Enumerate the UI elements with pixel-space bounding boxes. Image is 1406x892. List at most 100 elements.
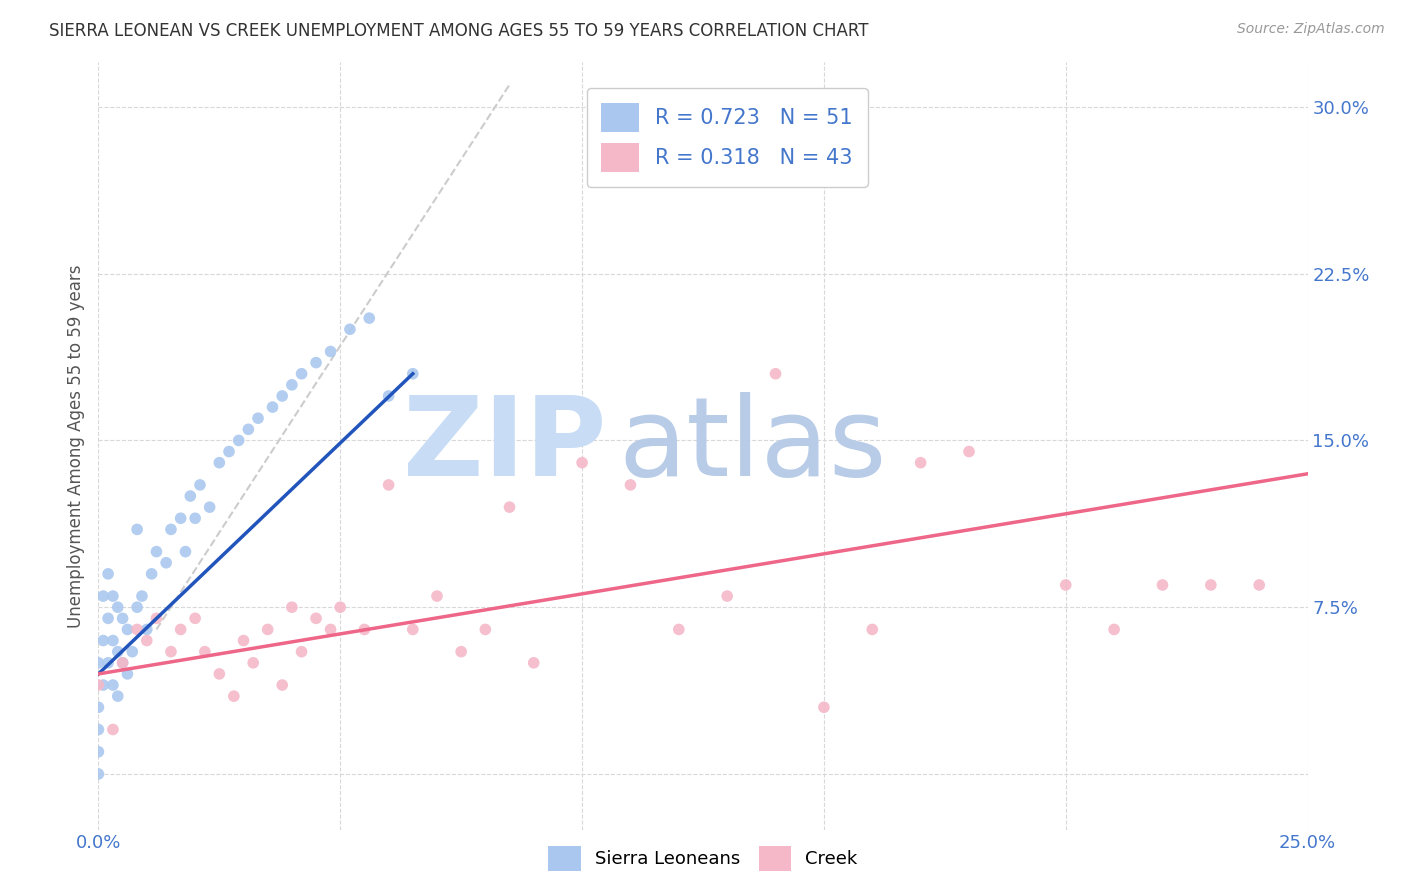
Point [145, 611, 167, 625]
Point [1102, 623, 1125, 637]
Point [111, 656, 134, 670]
Point [256, 623, 278, 637]
Point [160, 645, 183, 659]
Point [101, 589, 124, 603]
Point [101, 678, 124, 692]
Point [91, 633, 114, 648]
Text: Source: ZipAtlas.com: Source: ZipAtlas.com [1237, 22, 1385, 37]
Point [402, 367, 425, 381]
Point [141, 566, 163, 581]
Point [1249, 578, 1271, 592]
Point [97, 566, 120, 581]
Point [377, 478, 399, 492]
Point [174, 544, 197, 558]
Point [107, 600, 129, 615]
Point [111, 656, 134, 670]
Point [281, 377, 304, 392]
Point [353, 623, 375, 637]
Point [169, 511, 191, 525]
Y-axis label: Unemployment Among Ages 55 to 59 years: Unemployment Among Ages 55 to 59 years [66, 264, 84, 628]
Point [208, 456, 231, 470]
Point [97, 611, 120, 625]
Point [155, 556, 177, 570]
Point [145, 544, 167, 558]
Point [222, 689, 245, 703]
Point [135, 633, 157, 648]
Point [957, 444, 980, 458]
Point [426, 589, 449, 603]
Point [179, 489, 201, 503]
Point [127, 623, 149, 637]
Point [271, 678, 294, 692]
Point [101, 723, 124, 737]
Point [668, 623, 690, 637]
Legend: Sierra Leoneans, Creek: Sierra Leoneans, Creek [541, 838, 865, 879]
Point [359, 311, 381, 326]
Point [117, 667, 139, 681]
Point [169, 623, 191, 637]
Point [160, 522, 183, 536]
Point [1054, 578, 1077, 592]
Point [523, 656, 546, 670]
Point [860, 623, 883, 637]
Text: SIERRA LEONEAN VS CREEK UNEMPLOYMENT AMONG AGES 55 TO 59 YEARS CORRELATION CHART: SIERRA LEONEAN VS CREEK UNEMPLOYMENT AMO… [49, 22, 869, 40]
Point [97, 656, 120, 670]
Point [87, 678, 110, 692]
Point [87, 656, 110, 670]
Legend: R = 0.723   N = 51, R = 0.318   N = 43: R = 0.723 N = 51, R = 0.318 N = 43 [586, 88, 868, 186]
Point [813, 700, 835, 714]
Point [117, 623, 139, 637]
Point [305, 611, 328, 625]
Point [474, 623, 496, 637]
Point [121, 645, 143, 659]
Point [111, 611, 134, 625]
Point [87, 700, 110, 714]
Point [281, 600, 304, 615]
Point [1199, 578, 1222, 592]
Point [101, 633, 124, 648]
Point [228, 434, 250, 448]
Point [262, 400, 284, 414]
Point [91, 589, 114, 603]
Point [232, 633, 254, 648]
Point [194, 645, 217, 659]
Point [305, 356, 328, 370]
Point [184, 511, 207, 525]
Point [716, 589, 738, 603]
Point [87, 745, 110, 759]
Point [238, 422, 260, 436]
Point [910, 456, 932, 470]
Point [91, 678, 114, 692]
Point [290, 645, 312, 659]
Point [247, 411, 270, 425]
Point [290, 367, 312, 381]
Point [208, 667, 231, 681]
Text: ZIP: ZIP [404, 392, 606, 500]
Point [329, 600, 352, 615]
Point [339, 322, 361, 336]
Point [127, 522, 149, 536]
Point [402, 623, 425, 637]
Text: atlas: atlas [619, 392, 887, 500]
Point [319, 623, 342, 637]
Point [107, 645, 129, 659]
Point [765, 367, 787, 381]
Point [87, 767, 110, 781]
Point [377, 389, 399, 403]
Point [135, 623, 157, 637]
Point [87, 723, 110, 737]
Point [127, 600, 149, 615]
Point [571, 456, 593, 470]
Point [218, 444, 240, 458]
Point [271, 389, 294, 403]
Point [319, 344, 342, 359]
Point [188, 478, 211, 492]
Point [242, 656, 264, 670]
Point [1152, 578, 1174, 592]
Point [131, 589, 153, 603]
Point [498, 500, 520, 515]
Point [450, 645, 472, 659]
Point [184, 611, 207, 625]
Point [198, 500, 221, 515]
Point [107, 689, 129, 703]
